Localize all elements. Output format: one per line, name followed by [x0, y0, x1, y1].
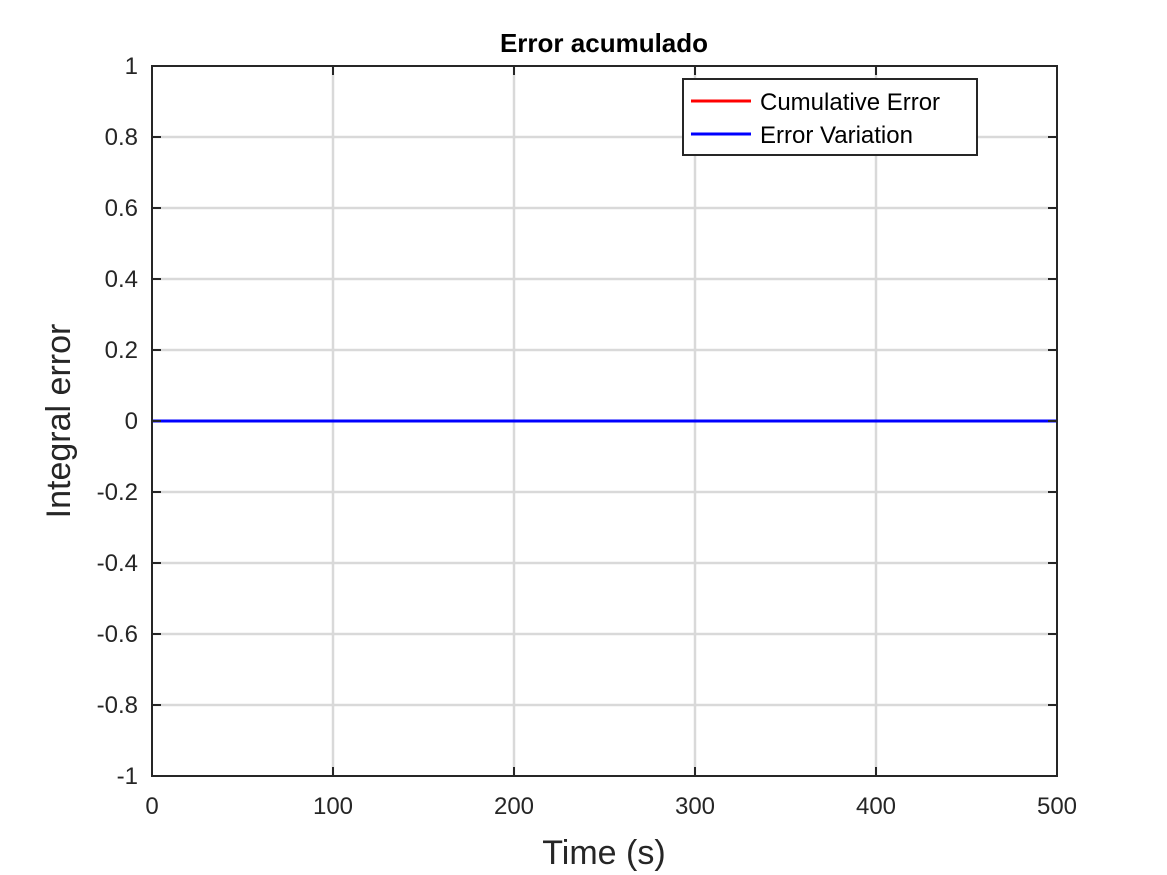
tick-layer: 0 100 200 300 400 500 -1 -0.8 -0.6 -0.4 -0.2 0 0.2 0.… — [97, 53, 1077, 820]
y-tick-label: -0.6 — [97, 621, 138, 648]
legend-label-2: Error Variation — [760, 122, 913, 149]
legend-items: Cumulative Error Error Variation — [691, 89, 940, 149]
y-tick-label: 0.6 — [105, 195, 138, 222]
y-tick-label: 0 — [125, 408, 138, 435]
x-tick-label: 300 — [675, 793, 715, 820]
y-tick-label: 0.8 — [105, 124, 138, 151]
y-tick-label: -0.2 — [97, 479, 138, 506]
x-tick-label: 100 — [313, 793, 353, 820]
legend: Cumulative Error Error Variation — [682, 78, 978, 156]
y-tick-label: 0.4 — [105, 266, 138, 293]
y-tick-label: 0.2 — [105, 337, 138, 364]
legend-label-1: Cumulative Error — [760, 89, 940, 116]
y-tick-label: 1 — [125, 53, 138, 80]
y-axis-label: Integral error — [40, 324, 78, 519]
x-tick-label: 500 — [1037, 793, 1077, 820]
chart-title: Error acumulado — [500, 28, 708, 58]
legend-box — [682, 78, 978, 156]
x-tick-label: 0 — [145, 793, 158, 820]
y-tick-label: -1 — [117, 763, 138, 790]
y-tick-label: -0.8 — [97, 692, 138, 719]
y-tick-label: -0.4 — [97, 550, 138, 577]
x-tick-label: 400 — [856, 793, 896, 820]
x-tick-label: 200 — [494, 793, 534, 820]
x-axis-label: Time (s) — [542, 834, 665, 872]
